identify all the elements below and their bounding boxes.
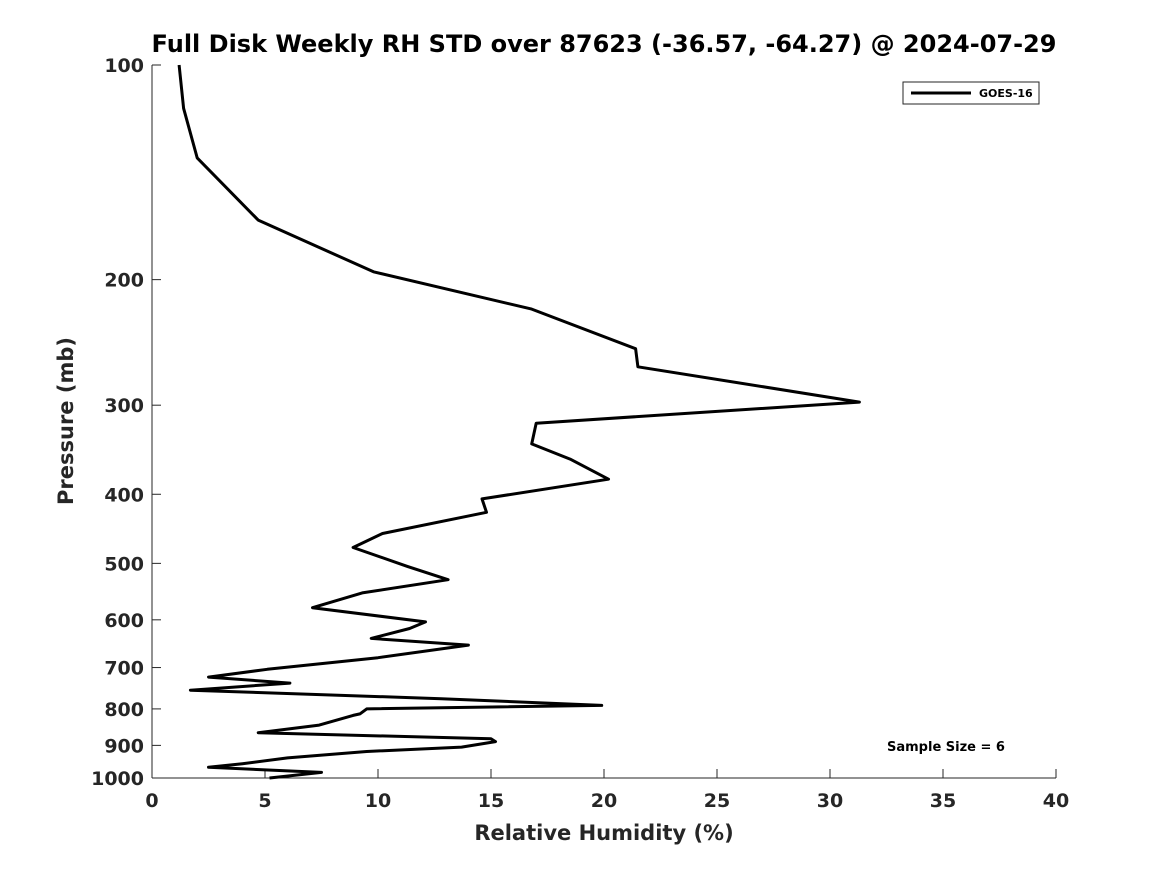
y-tick-label: 800 [104, 699, 144, 721]
y-tick-label: 200 [104, 270, 144, 292]
x-axis-label: Relative Humidity (%) [474, 821, 733, 845]
legend-label-goes16: GOES-16 [979, 87, 1033, 100]
sample-size-annotation: Sample Size = 6 [887, 740, 1005, 755]
series-group [177, 64, 861, 780]
y-tick-label: 1000 [91, 768, 144, 790]
x-axis: 0 5 10 15 20 25 30 35 40 [145, 769, 1069, 812]
y-axis-label: Pressure (mb) [54, 337, 78, 505]
x-tick-label: 20 [591, 790, 617, 812]
y-tick-label: 900 [104, 735, 144, 757]
x-tick-label: 15 [478, 790, 504, 812]
plot-area: 0 5 10 15 20 25 30 35 40 100 200 300 400 500 600 700 80… [91, 55, 1069, 812]
x-tick-label: 0 [145, 790, 158, 812]
legend: GOES-16 [902, 81, 1040, 105]
y-tick-label: 400 [104, 484, 144, 506]
x-tick-label: 10 [365, 790, 391, 812]
x-tick-label: 30 [817, 790, 843, 812]
y-tick-label: 600 [104, 610, 144, 632]
x-tick-label: 40 [1043, 790, 1069, 812]
y-tick-label: 100 [104, 55, 144, 77]
chart-title: Full Disk Weekly RH STD over 87623 (-36.… [152, 30, 1057, 58]
x-tick-label: 35 [930, 790, 956, 812]
y-tick-label: 300 [104, 395, 144, 417]
series-line-goes16 [177, 64, 861, 780]
x-tick-label: 5 [258, 790, 271, 812]
y-axis: 100 200 300 400 500 600 700 800 900 1000 [91, 55, 161, 790]
y-tick-label: 700 [104, 658, 144, 680]
y-tick-label: 500 [104, 553, 144, 575]
x-tick-label: 25 [704, 790, 730, 812]
